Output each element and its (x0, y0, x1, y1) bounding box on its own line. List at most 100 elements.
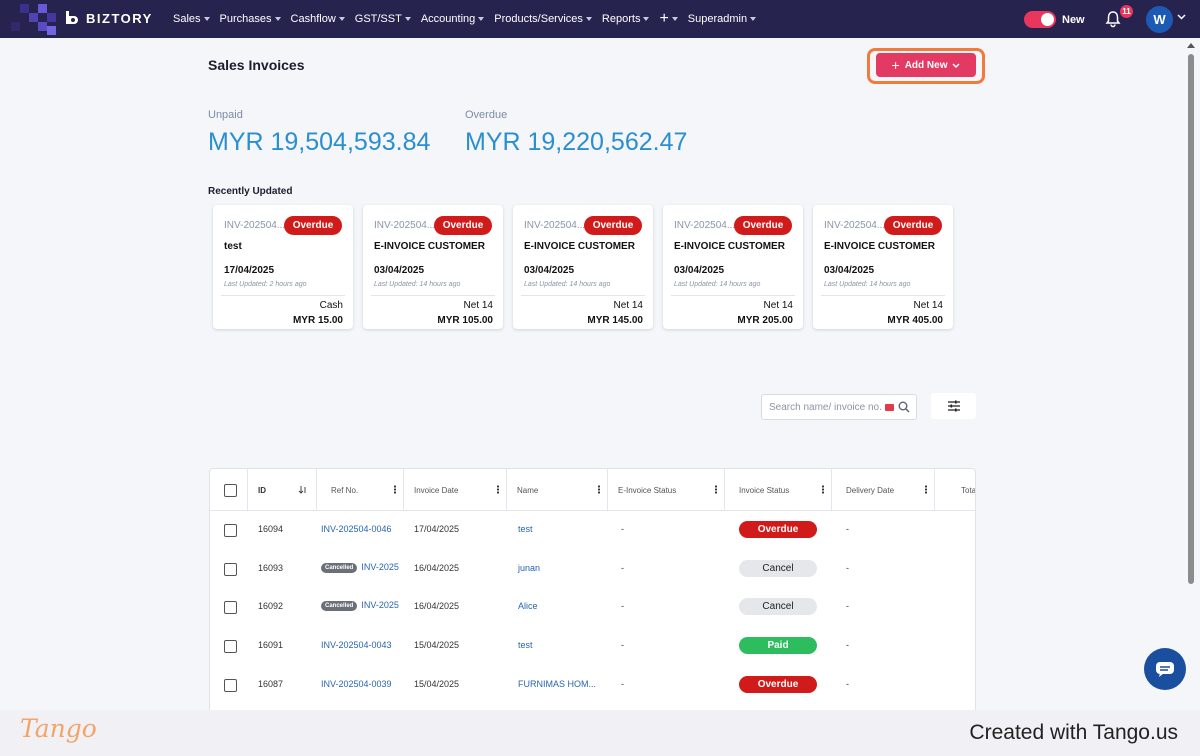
chevron-down-icon[interactable] (1177, 14, 1186, 20)
cell-e-invoice-status: - (621, 524, 624, 534)
card-amount: MYR 15.00 (292, 315, 343, 326)
menu-accounting[interactable]: Accounting (416, 13, 489, 25)
header-invoice-status[interactable]: Invoice Status (725, 469, 832, 511)
card-invoice-no: INV-202504... (674, 220, 736, 231)
chat-support-button[interactable] (1144, 648, 1186, 690)
cell-name-link[interactable]: junan (518, 563, 541, 573)
tango-logo: Tango (20, 714, 97, 743)
kebab-menu-icon[interactable] (925, 485, 927, 494)
status-badge[interactable]: Cancel (739, 598, 817, 615)
caret-down-icon (338, 17, 345, 21)
menu-sales[interactable]: Sales (168, 13, 215, 25)
cell-ref-link[interactable]: INV-2025 (361, 562, 399, 572)
menu-cashflow[interactable]: Cashflow (286, 13, 350, 25)
cell-ref-link[interactable]: INV-202504-0043 (321, 640, 392, 650)
invoices-table: ID Ref No. Invoice Date Name E-Invoice S… (209, 468, 976, 756)
cell-ref-link[interactable]: INV-202504-0039 (321, 679, 392, 689)
kebab-menu-icon[interactable] (822, 485, 824, 494)
cell-ref-link[interactable]: INV-202504-0046 (321, 524, 392, 534)
caret-down-icon (671, 17, 678, 21)
card-invoice-no: INV-202504... (374, 220, 436, 231)
header-name[interactable]: Name (507, 469, 608, 511)
recent-invoice-card[interactable]: INV-202504... Overdue E-INVOICE CUSTOMER… (663, 205, 803, 329)
top-navbar: BIZTORY Sales Purchases Cashflow GST/SST… (0, 0, 1200, 38)
table-row[interactable]: 16091 INV-202504-0043 15/04/2025 test - … (210, 627, 975, 666)
table-row[interactable]: 16093 Cancelled INV-2025 16/04/2025 junan… (210, 550, 975, 589)
select-all-checkbox[interactable] (224, 484, 237, 497)
recent-invoice-card[interactable]: INV-202504... Overdue E-INVOICE CUSTOMER… (363, 205, 503, 329)
divider (821, 295, 945, 296)
table-row[interactable]: 16087 INV-202504-0039 15/04/2025 FURNIMA… (210, 666, 975, 705)
main-menu: Sales Purchases Cashflow GST/SST Account… (168, 0, 761, 38)
kebab-menu-icon[interactable] (497, 485, 499, 494)
menu-gst-sst[interactable]: GST/SST (350, 13, 416, 25)
status-badge[interactable]: Overdue (739, 521, 817, 538)
cell-ref-link[interactable]: INV-2025 (361, 600, 399, 610)
cell-name-link[interactable]: test (518, 640, 533, 650)
card-invoice-no: INV-202504... (224, 220, 286, 231)
kebab-menu-icon[interactable] (598, 485, 600, 494)
status-badge: Overdue (284, 216, 342, 235)
sliders-icon (947, 400, 960, 412)
header-label: Ref No. (331, 485, 359, 495)
card-date: 03/04/2025 (674, 265, 725, 276)
cell-name-link[interactable]: Alice (518, 601, 538, 611)
header-delivery-date[interactable]: Delivery Date (832, 469, 935, 511)
toggle-switch[interactable] (1024, 11, 1056, 28)
search-box (761, 394, 917, 420)
new-ui-toggle[interactable]: New (1024, 11, 1085, 28)
sort-icon[interactable] (298, 485, 308, 494)
cell-id: 16094 (258, 524, 284, 534)
status-badge[interactable]: Paid (739, 637, 817, 654)
page-scrollbar[interactable] (1186, 40, 1196, 710)
menu-superadmin[interactable]: Superadmin (683, 13, 761, 25)
header-invoice-date[interactable]: Invoice Date (404, 469, 507, 511)
header-id[interactable]: ID (248, 469, 317, 511)
scroll-up-arrow-icon[interactable] (1187, 43, 1195, 48)
row-checkbox[interactable] (224, 524, 237, 537)
add-new-button[interactable]: + Add New (876, 53, 976, 77)
menu-purchases[interactable]: Purchases (215, 13, 286, 25)
menu-quick-add[interactable]: + (654, 11, 682, 27)
search-input[interactable] (769, 401, 881, 413)
row-checkbox[interactable] (224, 679, 237, 692)
cell-name-link[interactable]: test (518, 524, 533, 534)
menu-reports[interactable]: Reports (597, 13, 655, 25)
header-e-invoice-status[interactable]: E-Invoice Status (608, 469, 725, 511)
row-checkbox[interactable] (224, 563, 237, 576)
kebab-menu-icon[interactable] (715, 485, 717, 494)
search-icon[interactable] (898, 401, 910, 413)
menu-products-services[interactable]: Products/Services (489, 13, 597, 25)
bell-icon[interactable] (1104, 10, 1122, 28)
cell-name-link[interactable]: FURNIMAS HOM... (518, 679, 596, 689)
header-ref-no[interactable]: Ref No. (317, 469, 404, 511)
caret-down-icon (750, 17, 757, 21)
recent-invoice-card[interactable]: INV-202504... Overdue E-INVOICE CUSTOMER… (813, 205, 953, 329)
row-checkbox[interactable] (224, 601, 237, 614)
cell-delivery-date: - (846, 640, 849, 650)
header-label: Tota (961, 485, 976, 495)
card-last-updated: Last Updated: 14 hours ago (824, 281, 911, 288)
card-customer-name: E-INVOICE CUSTOMER (674, 241, 785, 252)
table-row[interactable]: 16094 INV-202504-0046 17/04/2025 test - … (210, 511, 975, 550)
toggle-label: New (1062, 13, 1085, 26)
caret-down-icon (585, 17, 592, 21)
recent-invoice-card[interactable]: INV-202504... Overdue test 17/04/2025 La… (213, 205, 353, 329)
kebab-menu-icon[interactable] (394, 485, 396, 494)
avatar[interactable]: W (1146, 6, 1173, 33)
caret-down-icon (404, 17, 411, 21)
notification-badge: 11 (1120, 5, 1133, 18)
table-row[interactable]: 16092 Cancelled INV-2025 16/04/2025 Alice… (210, 588, 975, 627)
biztory-logo[interactable]: BIZTORY (63, 9, 153, 27)
header-total[interactable]: Tota (935, 469, 976, 511)
tango-footer: Tango Created with Tango.us (0, 710, 1200, 756)
header-label: Delivery Date (846, 485, 895, 495)
column-settings-button[interactable] (931, 393, 976, 419)
cell-e-invoice-status: - (621, 679, 624, 689)
row-checkbox[interactable] (224, 640, 237, 653)
scrollbar-thumb[interactable] (1188, 54, 1194, 584)
recent-invoice-card[interactable]: INV-202504... Overdue E-INVOICE CUSTOMER… (513, 205, 653, 329)
status-badge[interactable]: Overdue (739, 676, 817, 693)
status-badge[interactable]: Cancel (739, 560, 817, 577)
card-customer-name: E-INVOICE CUSTOMER (374, 241, 485, 252)
